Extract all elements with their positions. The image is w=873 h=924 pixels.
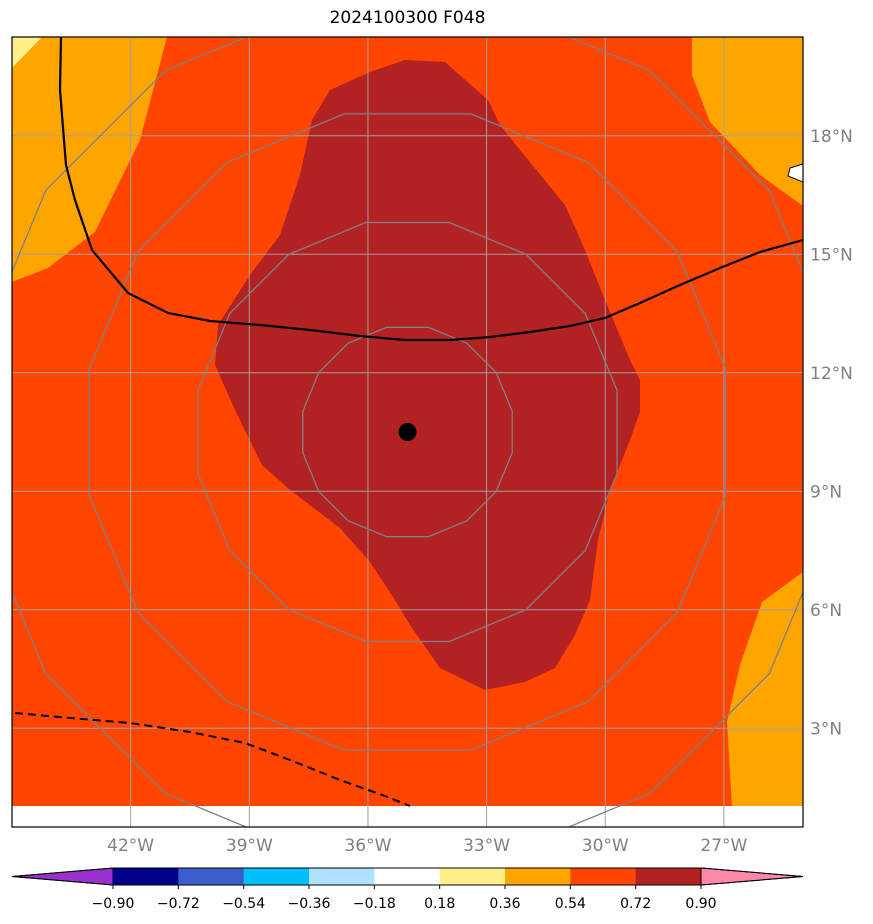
range-ring xyxy=(88,113,727,751)
colorbar-extend-high xyxy=(700,867,804,886)
colorbar-segment xyxy=(309,868,375,885)
colorbar-tick-label: 0.54 xyxy=(555,896,586,912)
colorbar-tick-label: 0.90 xyxy=(685,896,716,912)
contour-solid xyxy=(58,37,803,342)
range-ring xyxy=(197,221,618,643)
lat-tick-label: 3°N xyxy=(810,719,842,739)
colorbar-tick-label: −0.54 xyxy=(222,896,265,912)
lon-tick-label: 42°W xyxy=(107,836,154,856)
range-ring xyxy=(302,326,513,538)
colorbar-segment xyxy=(635,868,702,885)
colorbar-tick-label: −0.90 xyxy=(92,896,135,912)
lon-tick-label: 36°W xyxy=(344,836,391,856)
field-moderate-se xyxy=(727,572,803,806)
lon-tick-labels: 42°W 39°W 36°W 33°W 30°W 27°W xyxy=(107,836,747,856)
map-title: 2024100300 F048 xyxy=(329,8,486,28)
lat-tick-label: 9°N xyxy=(810,482,842,502)
colorbar-segment xyxy=(570,868,637,885)
storm-center-marker xyxy=(398,423,417,441)
colorbar: −0.90 −0.72 −0.54 −0.36 −0.18 0.18 0.36 0.54 0.7… xyxy=(11,867,804,912)
field-moderate-nw xyxy=(12,37,167,282)
colorbar-tick-label: 0.36 xyxy=(489,896,520,912)
colorbar-segment xyxy=(439,868,506,885)
range-rings xyxy=(12,37,803,827)
lon-tick-label: 27°W xyxy=(700,836,747,856)
field-moderate-ne xyxy=(692,37,803,206)
field-low-corner xyxy=(12,37,42,68)
contour-dashed xyxy=(14,712,411,807)
colorbar-segment xyxy=(374,868,441,885)
lon-tick-label: 33°W xyxy=(463,836,510,856)
field-high-core xyxy=(215,60,640,690)
lat-tick-label: 18°N xyxy=(810,127,853,147)
lat-tick-label: 15°N xyxy=(810,245,853,265)
colorbar-segment xyxy=(178,868,245,885)
colorbar-tick-label: −0.18 xyxy=(353,896,396,912)
colorbar-segment xyxy=(243,868,310,885)
colorbar-tick-label: −0.36 xyxy=(288,896,331,912)
lon-tick-label: 39°W xyxy=(226,836,273,856)
colorbar-tick-label: 0.72 xyxy=(620,896,651,912)
lat-tick-labels: 18°N 15°N 12°N 9°N 6°N 3°N xyxy=(810,127,853,740)
map-frame xyxy=(11,36,804,828)
colorbar-segment xyxy=(113,868,179,885)
lat-tick-label: 6°N xyxy=(810,601,842,621)
lat-tick-label: 12°N xyxy=(810,364,853,384)
colorbar-segment xyxy=(505,868,571,885)
colorbar-extend-low xyxy=(11,867,114,886)
field-white-spot xyxy=(787,163,803,183)
lon-tick-label: 30°W xyxy=(582,836,629,856)
graticule xyxy=(12,37,803,827)
colorbar-tick-label: 0.18 xyxy=(424,896,455,912)
range-ring xyxy=(12,37,803,827)
colorbar-tick-label: −0.72 xyxy=(157,896,200,912)
